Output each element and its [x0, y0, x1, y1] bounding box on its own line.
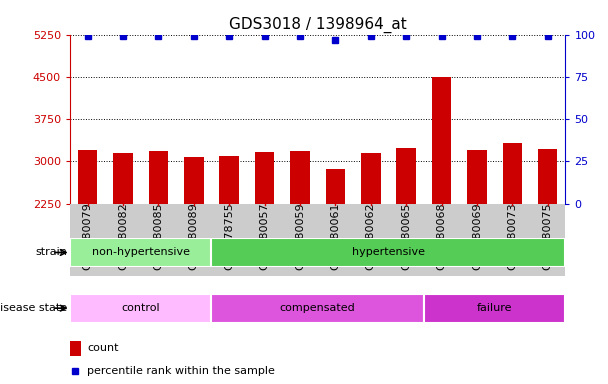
- Text: strain: strain: [35, 247, 67, 258]
- Bar: [396, 148, 416, 204]
- Bar: [184, 157, 204, 204]
- Text: percentile rank within the sample: percentile rank within the sample: [88, 366, 275, 376]
- Bar: [70, 341, 81, 356]
- Text: hypertensive: hypertensive: [352, 247, 425, 258]
- Title: GDS3018 / 1398964_at: GDS3018 / 1398964_at: [229, 17, 407, 33]
- Text: non-hypertensive: non-hypertensive: [92, 247, 190, 258]
- Bar: [70, 294, 212, 323]
- Text: count: count: [88, 343, 119, 354]
- Bar: [503, 143, 522, 204]
- Bar: [290, 151, 309, 204]
- Text: control: control: [122, 303, 160, 313]
- Bar: [538, 149, 558, 204]
- Bar: [467, 150, 486, 204]
- Bar: [113, 153, 133, 204]
- Bar: [361, 153, 381, 204]
- Text: disease state: disease state: [0, 303, 67, 313]
- Bar: [432, 77, 451, 204]
- Text: failure: failure: [477, 303, 513, 313]
- Bar: [219, 156, 239, 204]
- Bar: [326, 169, 345, 204]
- Bar: [424, 294, 565, 323]
- Bar: [212, 294, 424, 323]
- Bar: [255, 152, 274, 204]
- Text: compensated: compensated: [280, 303, 356, 313]
- Bar: [78, 150, 97, 204]
- Bar: [212, 238, 565, 267]
- Bar: [70, 238, 212, 267]
- Bar: [149, 151, 168, 204]
